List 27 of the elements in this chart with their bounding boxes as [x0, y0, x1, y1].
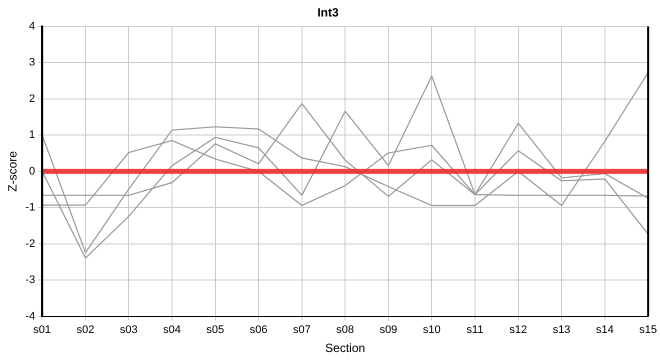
y-tick-label: -4 [25, 310, 36, 322]
y-tick-label: 4 [29, 20, 36, 32]
y-tick-label: 1 [29, 129, 36, 142]
x-tick-label: s09 [380, 324, 398, 336]
x-tick-label: s03 [120, 324, 138, 336]
x-tick-label: s06 [250, 324, 268, 336]
x-tick-label: s11 [466, 324, 484, 336]
x-tick-label: s01 [33, 324, 52, 336]
x-tick-label: s02 [76, 324, 94, 336]
x-tick-label: s10 [422, 324, 441, 336]
x-tick-label: s14 [596, 324, 614, 336]
chart-title: Int3 [317, 6, 339, 20]
x-tick-label: s05 [206, 324, 224, 336]
x-tick-label: s07 [293, 324, 311, 336]
y-tick-label: 0 [29, 165, 36, 178]
x-tick-label: s08 [336, 324, 354, 336]
y-tick-label: -2 [25, 238, 36, 250]
x-tick-label: s13 [552, 324, 570, 336]
x-tick-label: s12 [509, 324, 528, 336]
x-tick-label: s04 [163, 324, 181, 336]
x-axis-title: Section [325, 341, 366, 356]
y-tick-label: -1 [25, 202, 36, 214]
y-tick-label: -3 [25, 274, 36, 286]
y-tick-label: 3 [29, 56, 36, 69]
y-axis-title: Z-score [6, 150, 20, 192]
x-tick-label: s15 [639, 324, 658, 336]
y-tick-label: 2 [29, 92, 36, 105]
